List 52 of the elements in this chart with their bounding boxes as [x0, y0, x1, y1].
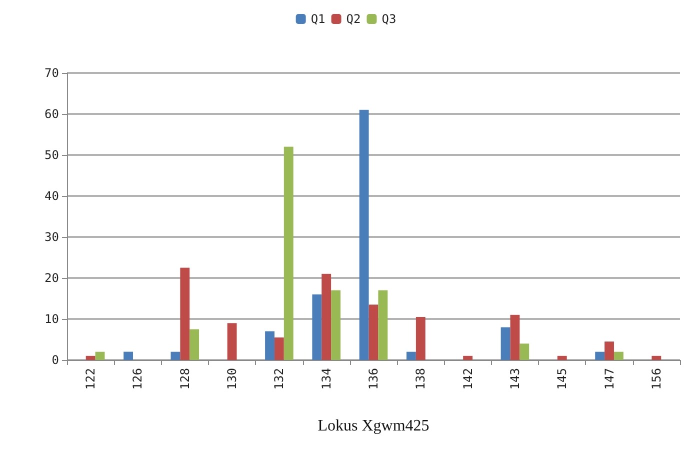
bar [274, 337, 284, 360]
bar [124, 352, 134, 360]
legend-label: Q3 [382, 12, 396, 26]
x-tick-label: 147 [602, 368, 616, 390]
x-tick-label: 145 [555, 368, 570, 390]
bar [510, 314, 520, 360]
bar [378, 290, 388, 360]
x-axis-title: Lokus Xgwm425 [318, 418, 430, 434]
y-tick-label: 30 [44, 230, 59, 244]
legend-label: Q1 [310, 12, 326, 26]
bar [331, 290, 340, 360]
x-tick-label: 130 [225, 368, 240, 390]
x-tick-label: 136 [366, 368, 380, 390]
x-tick-label: 156 [649, 368, 664, 390]
bar [312, 294, 322, 360]
x-tick-label: 143 [508, 368, 522, 390]
bar [86, 356, 96, 360]
bar [406, 352, 416, 360]
bar [180, 268, 190, 360]
x-tick-label: 134 [319, 368, 334, 390]
bar [284, 146, 294, 360]
x-tick-label: 128 [178, 368, 192, 390]
bar [265, 331, 274, 360]
bar [227, 323, 237, 360]
x-tick-label: 142 [460, 368, 475, 390]
x-tick-label: 138 [414, 368, 428, 390]
bar [557, 356, 567, 360]
bar [500, 327, 510, 360]
bar [322, 274, 332, 360]
bar [416, 316, 426, 360]
y-tick-label: 70 [44, 66, 59, 80]
x-tick-label: 122 [84, 368, 98, 390]
bar [95, 352, 105, 360]
bar [595, 352, 605, 360]
bar [170, 352, 180, 360]
bar [190, 329, 200, 360]
y-tick-label: 60 [44, 107, 59, 121]
bar [359, 110, 369, 360]
y-tick-label: 20 [44, 271, 59, 285]
bar [652, 356, 662, 360]
bar [520, 344, 530, 360]
y-tick-label: 40 [44, 189, 59, 203]
bar [614, 352, 624, 360]
y-tick-label: 50 [44, 148, 59, 162]
x-tick-label: 132 [272, 368, 286, 390]
bar [463, 356, 473, 360]
y-tick-label: 10 [44, 312, 59, 326]
bar [368, 304, 378, 360]
y-tick-label: 0 [52, 353, 59, 367]
x-tick-label: 126 [130, 368, 145, 390]
legend-label: Q2 [346, 12, 361, 26]
bar [604, 342, 614, 360]
